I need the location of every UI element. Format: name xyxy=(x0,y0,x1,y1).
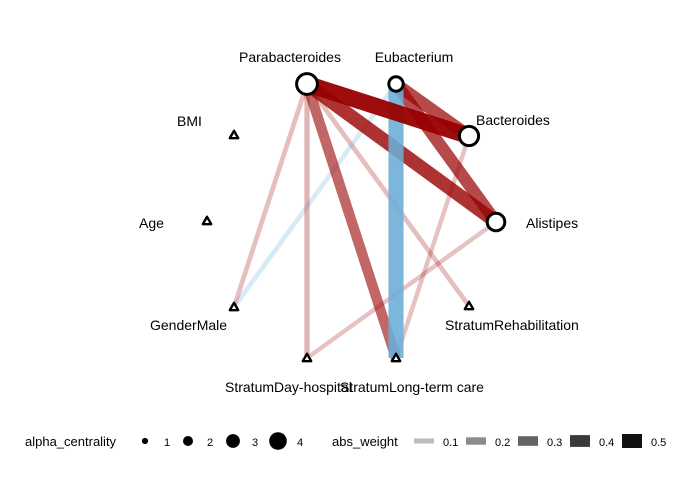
node-age xyxy=(201,215,213,226)
legend-width-label: 0.1 xyxy=(443,437,458,449)
node-eubacterium xyxy=(387,75,405,93)
node-label-age: Age xyxy=(139,215,164,231)
legend-size-label: 1 xyxy=(164,437,170,449)
legend-size-key-4 xyxy=(269,432,287,450)
node-label-gendermale: GenderMale xyxy=(150,317,227,333)
legend-width-label: 0.5 xyxy=(651,437,666,449)
legend-width-key-0.5 xyxy=(622,434,642,448)
node-label-stratumrehabilitation: StratumRehabilitation xyxy=(445,317,579,333)
node-bacteroides xyxy=(457,124,481,148)
node-label-eubacterium: Eubacterium xyxy=(375,49,454,65)
legend-size-label: 2 xyxy=(207,437,213,449)
legend-width-label: 0.4 xyxy=(599,437,614,449)
edges-layer xyxy=(231,76,501,360)
legend-size-label: 3 xyxy=(252,437,258,449)
node-label-stratumlongtermcare: StratumLong-term care xyxy=(340,379,484,395)
node-gendermale xyxy=(228,301,240,312)
edge-parabacteroides-stratumrehabilitation xyxy=(305,82,471,308)
legend-size-label: 4 xyxy=(297,437,303,449)
legend-width-label: 0.3 xyxy=(547,437,562,449)
edge-eubacterium-alistipes xyxy=(391,80,501,226)
node-stratumdayhospital xyxy=(301,352,313,363)
node-stratumrehabilitation xyxy=(463,300,475,311)
node-alistipes xyxy=(485,211,507,233)
node-label-bacteroides: Bacteroides xyxy=(476,112,550,128)
labels-layer: Parabacteroides Eubacterium Bacteroides Ali… xyxy=(139,49,579,395)
node-label-stratumdayhospital: StratumDay-hospital xyxy=(225,379,352,395)
nodes-layer xyxy=(201,72,507,363)
node-parabacteroides xyxy=(295,72,319,96)
edge-parabacteroides-bacteroides xyxy=(304,76,472,144)
edge-parabacteroides-stratumlongtermcare xyxy=(302,82,401,360)
legend-width-label: 0.2 xyxy=(495,437,510,449)
node-label-bmi: BMI xyxy=(177,113,202,129)
edge-parabacteroides-gendermale xyxy=(231,83,310,308)
legend-width-key-0.1 xyxy=(414,438,434,444)
legend-width-title: abs_weight xyxy=(332,434,398,449)
legend-size-key-1 xyxy=(141,437,149,445)
node-label-parabacteroides: Parabacteroides xyxy=(239,49,341,65)
legend: alpha_centrality abs_weight 1 2 3 4 0.1 0.2 0.… xyxy=(25,432,666,450)
legend-width-key-0.2 xyxy=(466,437,486,445)
legend-size-key-2 xyxy=(183,436,193,446)
node-stratumlongtermcare xyxy=(390,352,402,363)
legend-size-title: alpha_centrality xyxy=(25,434,117,449)
legend-width-key-0.4 xyxy=(570,435,590,447)
legend-size-key-3 xyxy=(226,434,240,448)
node-label-alistipes: Alistipes xyxy=(526,215,578,231)
node-bmi xyxy=(228,129,240,140)
legend-width-key-0.3 xyxy=(518,436,538,446)
